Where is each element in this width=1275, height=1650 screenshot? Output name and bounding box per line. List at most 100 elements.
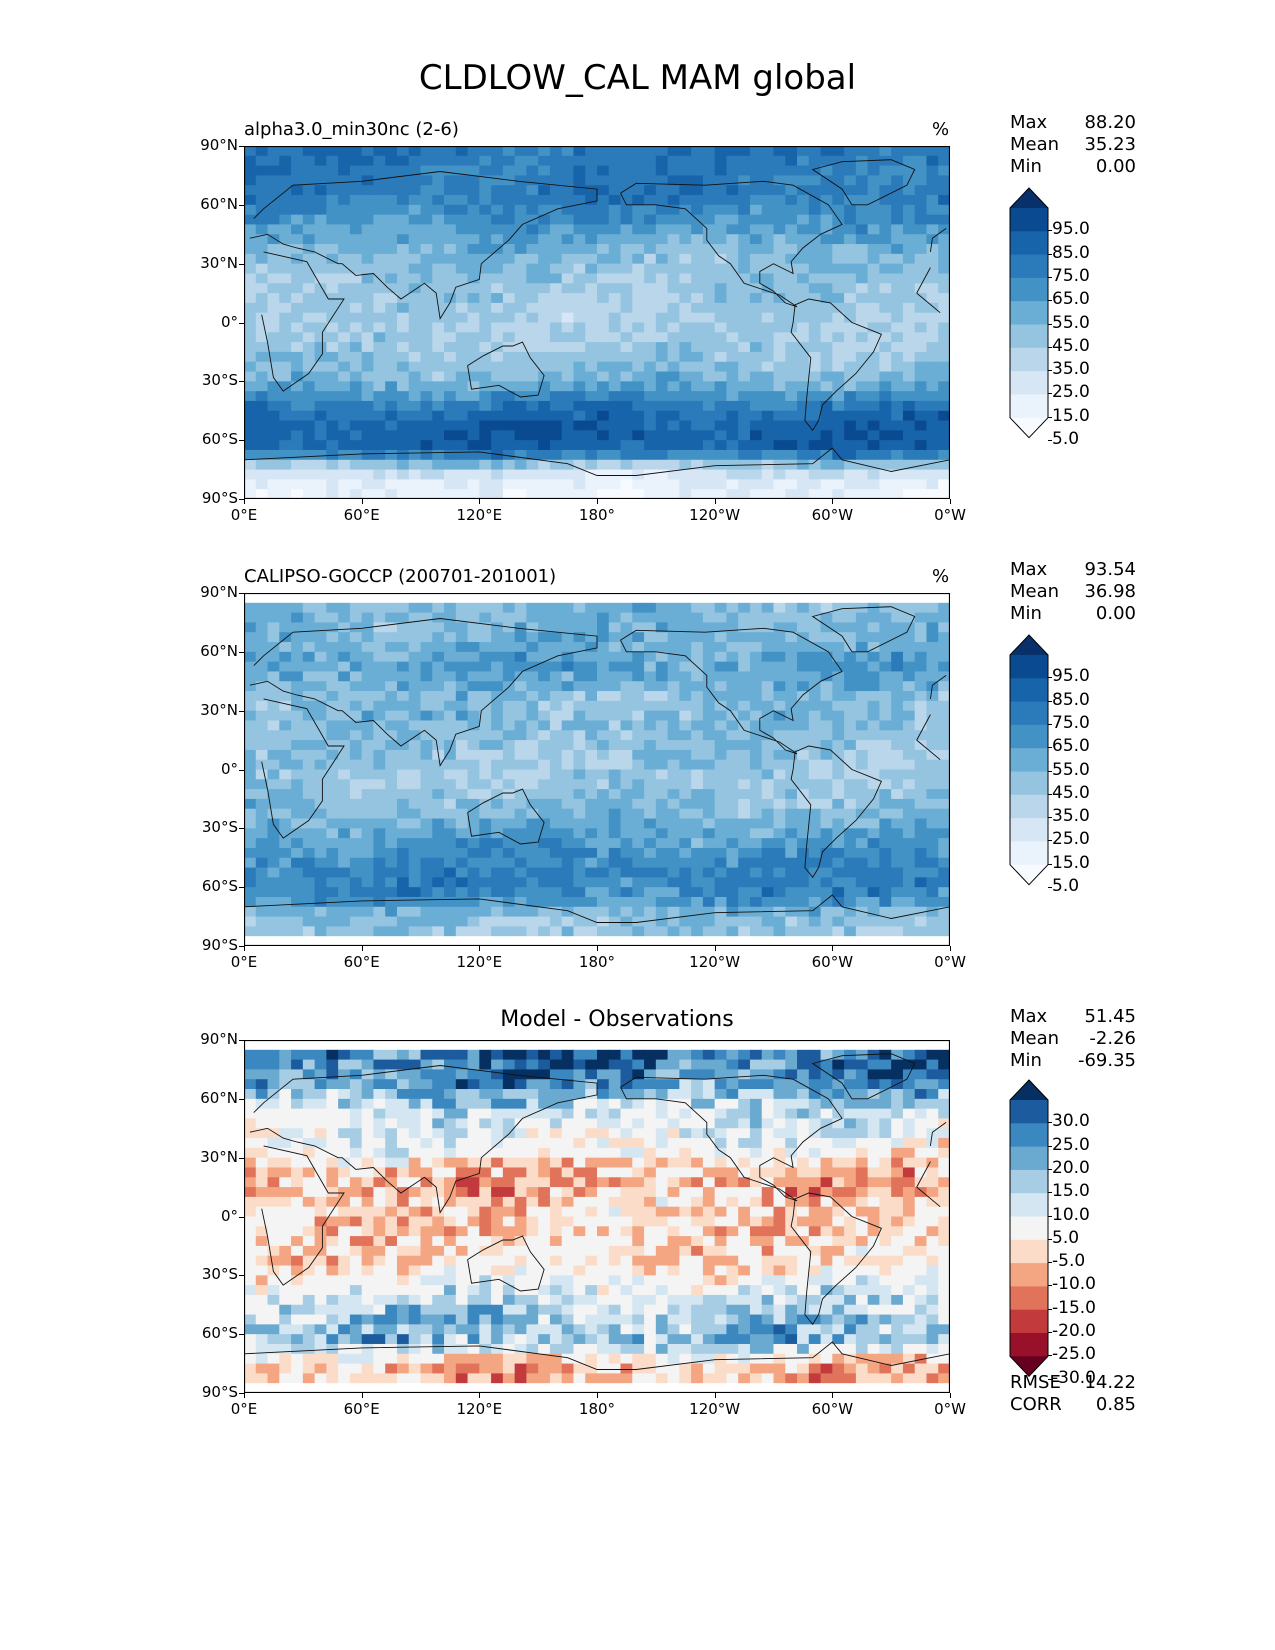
field-cell bbox=[726, 700, 739, 712]
field-cell bbox=[620, 175, 633, 186]
field-cell bbox=[902, 838, 916, 849]
field-cell bbox=[585, 322, 598, 333]
field-cell bbox=[867, 234, 880, 245]
field-cell bbox=[514, 302, 527, 314]
stat-label: Min bbox=[1010, 603, 1042, 624]
field-cell bbox=[244, 459, 257, 471]
field-cell bbox=[385, 867, 398, 878]
field-cell bbox=[526, 312, 539, 324]
field-cell bbox=[526, 847, 539, 859]
field-cell bbox=[620, 214, 633, 226]
field-cell bbox=[349, 214, 363, 226]
field-cell bbox=[291, 759, 304, 771]
field-cell bbox=[491, 612, 504, 624]
field-cell bbox=[867, 887, 880, 898]
field-cell bbox=[385, 936, 398, 946]
field-cell bbox=[891, 469, 904, 480]
field-cell bbox=[279, 1049, 292, 1061]
field-cell bbox=[832, 204, 845, 216]
field-cell bbox=[338, 371, 351, 382]
field-cell bbox=[844, 224, 857, 235]
field-cell bbox=[867, 896, 880, 908]
field-cell bbox=[620, 661, 633, 673]
field-cell bbox=[926, 838, 939, 849]
field-cell bbox=[597, 479, 610, 490]
field-cell bbox=[938, 322, 950, 333]
field-cell bbox=[244, 632, 257, 643]
field-cell bbox=[267, 632, 280, 643]
field-cell bbox=[879, 244, 892, 255]
field-cell bbox=[914, 312, 928, 324]
field-cell bbox=[644, 651, 657, 663]
field-cell bbox=[726, 818, 739, 829]
field-cell bbox=[808, 489, 822, 499]
field-cell bbox=[891, 916, 904, 927]
field-cell bbox=[585, 710, 598, 722]
field-cell bbox=[302, 828, 316, 839]
field-cell bbox=[667, 410, 680, 422]
field-cell bbox=[855, 420, 869, 431]
field-cell bbox=[573, 887, 586, 898]
field-cell bbox=[938, 214, 950, 226]
field-cell bbox=[244, 312, 257, 324]
field-cell bbox=[361, 185, 375, 196]
field-cell bbox=[702, 332, 716, 343]
field-cell bbox=[808, 283, 822, 294]
field-cell bbox=[679, 720, 692, 731]
field-cell bbox=[432, 671, 445, 682]
field-cell bbox=[832, 632, 845, 643]
field-cell bbox=[891, 661, 904, 673]
field-cell bbox=[349, 1069, 363, 1080]
field-cell bbox=[914, 730, 928, 741]
field-cell bbox=[738, 224, 751, 235]
field-cell bbox=[326, 838, 339, 849]
field-cell bbox=[632, 691, 645, 702]
field-cell bbox=[244, 602, 257, 614]
field-cell bbox=[291, 593, 304, 604]
field-cell bbox=[620, 759, 633, 771]
field-cell bbox=[538, 381, 551, 392]
field-cell bbox=[902, 926, 916, 937]
colorbar-label: 85.0 bbox=[1052, 242, 1090, 263]
field-cell bbox=[491, 632, 504, 643]
field-cell bbox=[714, 381, 728, 392]
field-cell bbox=[338, 489, 351, 499]
field-cell bbox=[773, 253, 786, 265]
field-cell bbox=[491, 651, 504, 663]
colorbar-label: 45.0 bbox=[1052, 335, 1090, 356]
field-cell bbox=[926, 283, 939, 294]
field-cell bbox=[373, 420, 386, 431]
field-cell bbox=[514, 283, 527, 294]
field-cell bbox=[526, 1098, 539, 1110]
field-cell bbox=[396, 622, 410, 633]
field-cell bbox=[255, 420, 269, 431]
field-cell bbox=[444, 214, 457, 226]
field-cell bbox=[644, 779, 657, 790]
field-cell bbox=[302, 175, 316, 186]
field-cell bbox=[679, 146, 692, 157]
field-cell bbox=[679, 1059, 692, 1071]
field-cell bbox=[338, 430, 351, 441]
field-cell bbox=[608, 936, 622, 946]
field-cell bbox=[349, 1098, 363, 1110]
field-cell bbox=[549, 681, 563, 692]
field-cell bbox=[808, 789, 822, 800]
field-cell bbox=[502, 896, 516, 908]
field-cell bbox=[538, 253, 551, 265]
field-cell bbox=[761, 622, 775, 633]
field-cell bbox=[632, 273, 645, 284]
field-cell bbox=[644, 1069, 657, 1080]
field-cell bbox=[420, 1089, 433, 1100]
field-cell bbox=[844, 165, 857, 177]
field-cell bbox=[914, 691, 928, 702]
field-cell bbox=[373, 740, 386, 751]
field-cell bbox=[338, 681, 351, 692]
field-cell bbox=[761, 671, 775, 682]
field-cell bbox=[844, 896, 857, 908]
field-cell bbox=[573, 1069, 586, 1080]
field-cell bbox=[314, 720, 327, 731]
field-cell bbox=[467, 896, 480, 908]
field-cell bbox=[373, 779, 386, 790]
field-cell bbox=[455, 361, 469, 373]
field-cell bbox=[644, 351, 657, 363]
